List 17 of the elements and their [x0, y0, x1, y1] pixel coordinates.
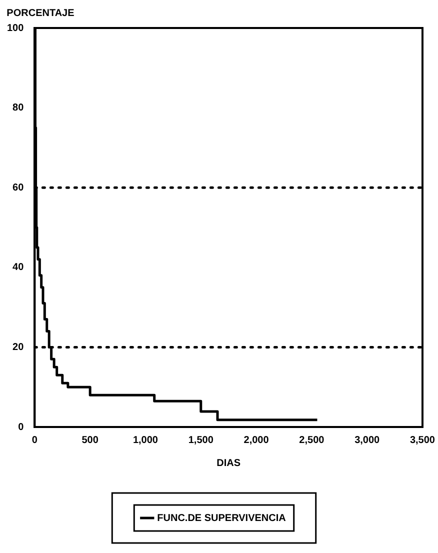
y-tick-label: 80: [12, 102, 24, 114]
x-tick-label: 0: [32, 434, 38, 446]
x-tick-label: 2,000: [244, 434, 270, 446]
x-tick-label: 3,500: [410, 434, 436, 446]
y-tick-label: 100: [6, 22, 24, 34]
x-tick-label: 2,500: [299, 434, 325, 446]
x-tick-label: 3,000: [354, 434, 380, 446]
y-tick-label: 40: [12, 262, 24, 274]
x-tick-label: 1,000: [132, 434, 158, 446]
y-tick-label: 0: [18, 422, 24, 433]
y-axis-title: PORCENTAJE: [6, 8, 75, 19]
y-tick-label: 20: [12, 342, 24, 353]
x-tick-label: 1,500: [188, 434, 214, 446]
x-axis-title: DIAS: [216, 458, 241, 469]
y-tick-label: 60: [12, 182, 24, 194]
x-tick-label: 500: [82, 434, 99, 446]
legend-label: FUNC.DE SUPERVIVENCIA: [157, 512, 286, 524]
